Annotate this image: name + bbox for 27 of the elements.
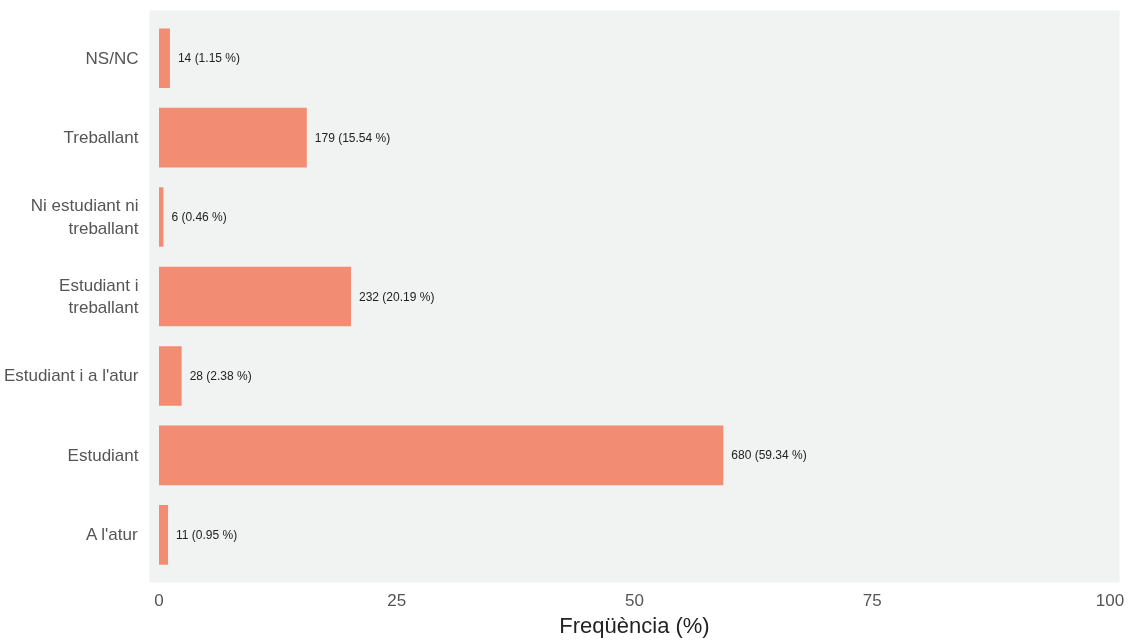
bar	[159, 107, 307, 168]
x-axis-title: Freqüència (%)	[559, 612, 710, 638]
data-label: 680 (59.34 %)	[731, 448, 807, 463]
bar	[159, 266, 352, 327]
data-label: 11 (0.95 %)	[176, 527, 238, 542]
y-tick-label: Ni estudiant ni treballant	[30, 196, 139, 238]
x-tick-label: 50	[625, 590, 644, 610]
bar	[159, 28, 170, 88]
bar	[159, 425, 724, 486]
y-tick-label: Treballant	[63, 128, 139, 148]
data-label: 14 (1.15 %)	[177, 51, 240, 66]
bar	[159, 346, 182, 406]
data-label: 28 (2.38 %)	[189, 368, 252, 383]
x-tick-label: 100	[1095, 590, 1125, 610]
bar	[159, 505, 169, 565]
y-tick-label: Estudiant i a l'atur	[3, 366, 139, 386]
x-tick-label: 25	[387, 590, 407, 610]
x-tick-label: 0	[154, 590, 164, 610]
y-tick-label: Estudiant i treballant	[59, 275, 139, 318]
data-label: 232 (20.19 %)	[359, 289, 435, 304]
bar	[159, 187, 164, 247]
data-label: 6 (0.46 %)	[171, 210, 227, 225]
y-tick-label: A l'atur	[86, 525, 138, 545]
data-label: 179 (15.54 %)	[314, 130, 391, 145]
y-tick-label: NS/NC	[85, 48, 139, 68]
x-tick-label: 75	[862, 590, 882, 610]
y-tick-label: Estudiant	[67, 445, 139, 465]
